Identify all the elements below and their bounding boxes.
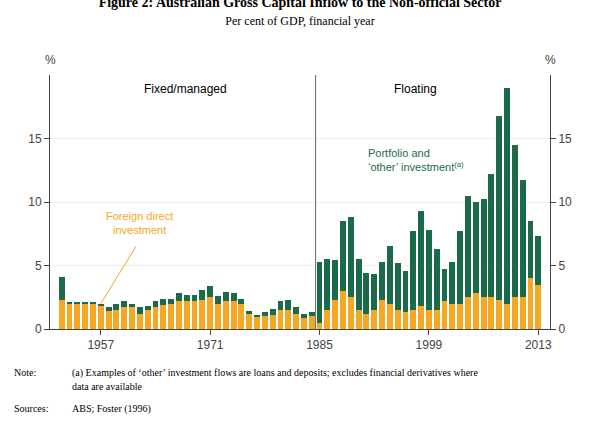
svg-text:Note:: Note: [14, 367, 36, 378]
svg-text:15: 15 [28, 132, 42, 146]
svg-text:Fixed/managed: Fixed/managed [144, 82, 227, 96]
svg-text:%: % [45, 53, 56, 67]
svg-text:ABS; Foster (1996): ABS; Foster (1996) [72, 403, 151, 415]
svg-text:0: 0 [35, 322, 42, 336]
svg-text:Portfolio and‘other’ investmen: Portfolio and‘other’ investment​(a)​ [368, 147, 464, 173]
svg-text:Floating: Floating [394, 82, 437, 96]
svg-text:10: 10 [558, 195, 572, 209]
svg-text:Foreign directinvestment: Foreign directinvestment [106, 210, 173, 236]
svg-text:Figure 2: Australian Gross Cap: Figure 2: Australian Gross Capital Inflo… [99, 0, 502, 28]
svg-text:5: 5 [558, 259, 565, 273]
svg-text:1985: 1985 [306, 338, 333, 352]
svg-text:(a) Examples of ‘other’ invest: (a) Examples of ‘other’ investment flows… [72, 367, 478, 379]
svg-text:0: 0 [558, 322, 565, 336]
svg-text:1971: 1971 [197, 338, 224, 352]
svg-text:1999: 1999 [416, 338, 443, 352]
svg-text:5: 5 [35, 259, 42, 273]
svg-text:%: % [545, 53, 556, 67]
svg-text:2013: 2013 [525, 338, 552, 352]
svg-text:data are available: data are available [72, 381, 143, 392]
svg-text:10: 10 [28, 195, 42, 209]
svg-text:Sources:: Sources: [14, 403, 48, 414]
svg-text:15: 15 [558, 132, 572, 146]
svg-text:1957: 1957 [87, 338, 114, 352]
